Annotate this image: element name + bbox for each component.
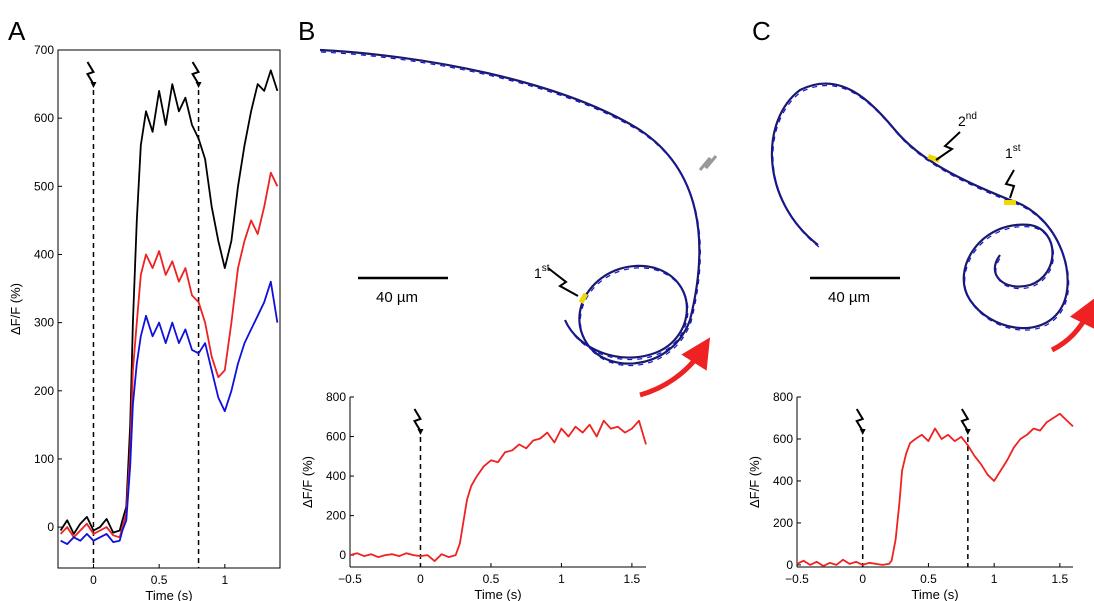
- arrow-head-icon-a: [90, 82, 97, 88]
- x-tick-label-b: 0.5: [483, 572, 500, 586]
- y-tick-label-a: 100: [34, 452, 54, 466]
- x-tick-label-b: 1.5: [624, 572, 641, 586]
- chart-panel-b: 0 200 400 600 800 −0.5 0 0.5 1 1.5 Time (s) ΔF/F (%…: [300, 390, 647, 601]
- arrow-head-icon-b: [417, 429, 424, 435]
- axes-frame-a: [57, 49, 281, 569]
- x-tick-label-a: 0.5: [151, 573, 168, 587]
- stimulus-marker-b: [578, 292, 589, 304]
- second-label-c: 2nd: [958, 111, 977, 129]
- y-tick-label-b: 600: [326, 430, 346, 444]
- y-axis-label-b: ΔF/F (%): [300, 456, 315, 508]
- series-line-red-a: [59, 171, 279, 539]
- first-label-b: 1st: [534, 263, 550, 281]
- y-tick-label-b: 400: [326, 469, 346, 483]
- trajectory-b: 1st 40 µm: [319, 48, 718, 398]
- x-axis-label-c: Time (s): [911, 587, 958, 601]
- first-label-c: 1st: [1005, 143, 1021, 161]
- x-tick-label-c: 1: [991, 572, 998, 586]
- lightning-icon-c: [855, 408, 865, 432]
- y-tick-label-c: 600: [773, 432, 793, 446]
- scale-label-b: 40 µm: [376, 289, 418, 306]
- x-tick-label-b: 1: [558, 572, 565, 586]
- y-tick-label-a: 700: [34, 43, 54, 57]
- lightning-icon-b: [412, 408, 422, 432]
- y-axis-label-c: ΔF/F (%): [747, 456, 762, 508]
- x-tick-label-a: 0: [90, 573, 97, 587]
- y-tick-label-a: 200: [34, 384, 54, 398]
- panel-label-a: A: [8, 16, 26, 46]
- x-axis-label-a: Time (s): [145, 588, 192, 601]
- y-tick-label-a: 0: [47, 520, 54, 534]
- rotation-arrow-b: [639, 337, 711, 398]
- series-line-blue-a: [60, 280, 279, 545]
- x-tick-label-c: 0.5: [920, 572, 937, 586]
- panel-label-b: B: [298, 16, 315, 46]
- lightning-icon-c1: [1004, 169, 1016, 199]
- rotation-arrow-c: [1050, 296, 1094, 353]
- series-line-red-c: [796, 412, 1074, 567]
- series-line-black-a: [59, 69, 279, 535]
- y-tick-label-a: 600: [34, 111, 54, 125]
- lightning-icon-a: [191, 61, 201, 85]
- y-tick-label-b: 800: [326, 390, 346, 404]
- stimulus-marker-c1: [1004, 200, 1016, 205]
- scale-label-c: 40 µm: [828, 289, 870, 306]
- trajectory-outline-b: [320, 51, 701, 367]
- series-line-red-b: [349, 419, 647, 562]
- x-tick-label-b: 0: [417, 572, 424, 586]
- lightning-icon-gray: [698, 155, 718, 171]
- x-tick-label-c: 1.5: [1052, 572, 1069, 586]
- x-tick-label-b: −0.5: [338, 572, 362, 586]
- y-tick-label-a: 400: [34, 247, 54, 261]
- y-tick-label-a: 300: [34, 316, 54, 330]
- x-tick-label-a: 1: [221, 573, 228, 587]
- panel-label-c: C: [752, 16, 771, 46]
- lightning-icon-b: [547, 267, 579, 297]
- trajectory-outline-c: [772, 84, 1070, 331]
- stimulus-marker-c2: [927, 154, 941, 163]
- chart-panel-a: 0 100 200 300 400 500 600 700 0 0.5 1 Time (s) ΔF/F …: [8, 43, 281, 601]
- x-tick-label-c: −0.5: [785, 572, 809, 586]
- lightning-icon-c: [960, 408, 970, 432]
- arrow-head-icon-c: [859, 429, 866, 435]
- trajectory-path-b: [319, 48, 701, 365]
- x-axis-label-b: Time (s): [474, 587, 521, 601]
- arrow-head-icon-c: [964, 429, 971, 435]
- y-tick-label-c: 800: [773, 390, 793, 404]
- y-tick-label-c: 0: [786, 558, 793, 572]
- x-tick-label-c: 0: [859, 572, 866, 586]
- y-tick-label-c: 200: [773, 516, 793, 530]
- trajectory-path-c: [770, 82, 1069, 330]
- y-tick-label-a: 500: [34, 179, 54, 193]
- y-tick-label-b: 0: [339, 548, 346, 562]
- lightning-icon-c2: [935, 131, 961, 161]
- arrow-head-icon-a: [195, 82, 202, 88]
- y-tick-label-c: 400: [773, 474, 793, 488]
- lightning-icon-a: [85, 61, 95, 85]
- trajectory-c: 2nd 1st 40 µm: [770, 82, 1094, 353]
- y-tick-label-b: 200: [326, 509, 346, 523]
- y-axis-label-a: ΔF/F (%): [8, 283, 23, 335]
